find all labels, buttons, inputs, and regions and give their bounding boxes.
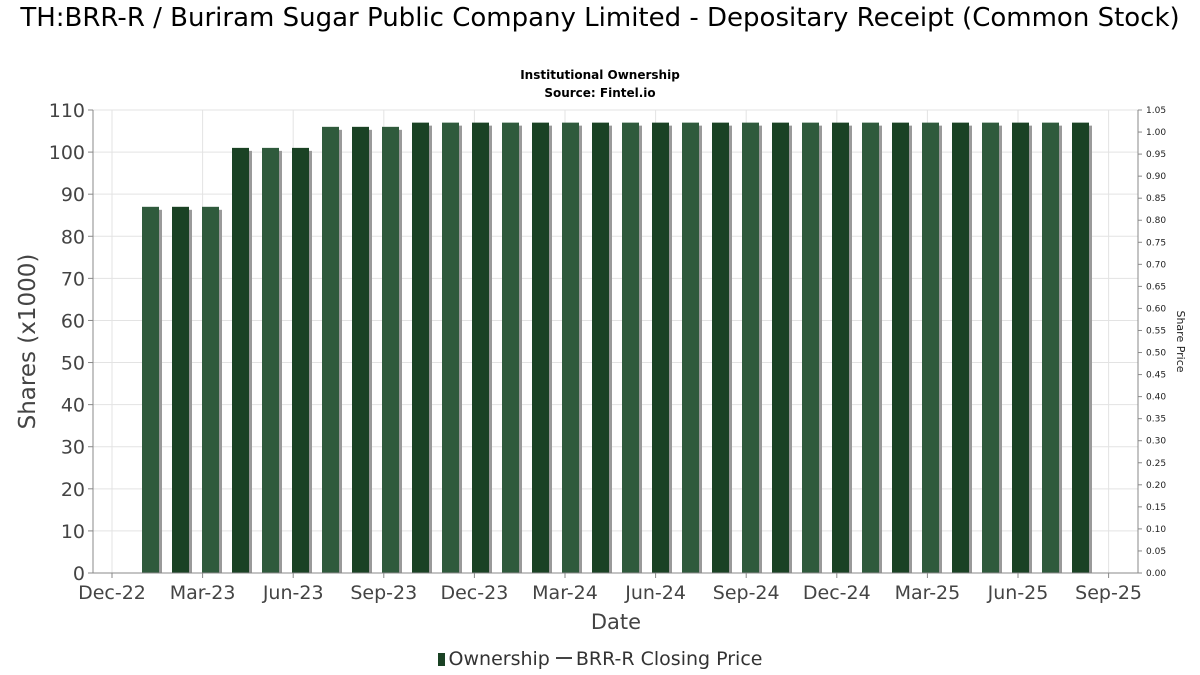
y2-tick-label: 0.35 (1146, 415, 1166, 425)
x-tick-label: Jun-23 (262, 582, 324, 604)
y2-tick-label: 1.00 (1146, 128, 1166, 138)
y2-tick-label: 0.60 (1146, 304, 1166, 314)
y-tick-label: 30 (61, 437, 85, 459)
ownership-bar (862, 122, 879, 574)
x-tick-label: Dec-23 (440, 582, 508, 604)
x-tick-label: Mar-24 (532, 582, 598, 604)
y2-tick-label: 0.00 (1146, 569, 1166, 579)
ownership-bar (922, 122, 939, 574)
y2-tick-label: 0.80 (1146, 216, 1166, 226)
y2-tick-label: 0.95 (1146, 150, 1166, 160)
x-tick-label: Mar-25 (895, 582, 961, 604)
ownership-bar (232, 147, 249, 573)
ownership-bar (562, 122, 579, 574)
y2-tick-label: 0.10 (1146, 525, 1166, 535)
ownership-bar (742, 122, 759, 574)
y-tick-label: 100 (49, 142, 85, 164)
x-axis-title: Date (591, 610, 641, 634)
chart-source: Source: Fintel.io (544, 86, 656, 100)
y-tick-label: 80 (61, 226, 85, 248)
legend-line-closing-price (555, 657, 572, 659)
ownership-bar (202, 206, 219, 574)
legend-label-ownership: Ownership (448, 648, 550, 670)
y-axis-title: Shares (x1000) (15, 254, 41, 430)
y2-tick-label: 0.55 (1146, 326, 1166, 336)
y2-tick-label: 0.50 (1146, 349, 1166, 359)
legend-label-closing-price: BRR-R Closing Price (575, 648, 763, 670)
ownership-bar (802, 122, 819, 574)
ownership-bar (532, 122, 549, 574)
x-tick-label: Mar-23 (170, 582, 236, 604)
y2-tick-label: 0.15 (1146, 503, 1166, 513)
y2-axis-title: Share Price (1174, 310, 1187, 372)
chart-title: TH:BRR-R / Buriram Sugar Public Company … (20, 3, 1180, 33)
y2-tick-label: 0.85 (1146, 194, 1166, 204)
x-tick-label: Sep-25 (1075, 582, 1142, 604)
x-tick-label: Jun-25 (987, 582, 1049, 604)
y-tick-label: 90 (61, 184, 85, 206)
ownership-bar (142, 206, 159, 574)
legend-item-ownership: Ownership (437, 648, 550, 670)
x-tick-label: Sep-24 (713, 582, 780, 604)
y2-tick-label: 0.30 (1146, 437, 1166, 447)
x-tick-label: Jun-24 (624, 582, 686, 604)
y2-tick-label: 1.05 (1146, 106, 1166, 116)
ownership-bar (472, 122, 489, 574)
ownership-bar (682, 122, 699, 574)
y-tick-label: 10 (61, 521, 85, 543)
legend-swatch-ownership (437, 653, 445, 666)
ownership-bar (982, 122, 999, 574)
y-tick-label: 20 (61, 479, 85, 501)
y2-tick-label: 0.20 (1146, 481, 1166, 491)
y2-tick-label: 0.40 (1146, 393, 1166, 403)
y-tick-label: 110 (49, 100, 85, 122)
ownership-bar (352, 126, 369, 573)
y2-tick-label: 0.45 (1146, 371, 1166, 381)
y-tick-label: 70 (61, 268, 85, 290)
ownership-bar (652, 122, 669, 574)
y2-tick-label: 0.25 (1146, 459, 1166, 469)
y-tick-label: 0 (73, 563, 85, 585)
y-tick-label: 50 (61, 353, 85, 375)
ownership-bar (952, 122, 969, 574)
ownership-bar (892, 122, 909, 574)
y2-tick-label: 0.65 (1146, 282, 1166, 292)
ownership-bar (322, 126, 339, 573)
x-tick-label: Dec-22 (78, 582, 146, 604)
chart-subtitle: Institutional Ownership (520, 68, 680, 82)
ownership-bar (412, 122, 429, 574)
y2-tick-label: 0.05 (1146, 547, 1166, 557)
ownership-bar (772, 122, 789, 574)
y-tick-label: 40 (61, 395, 85, 417)
legend-item-closing-price: BRR-R Closing Price (550, 648, 763, 670)
ownership-bar (292, 147, 309, 573)
y2-tick-label: 0.70 (1146, 260, 1166, 270)
ownership-bar (262, 147, 279, 573)
ownership-bar (712, 122, 729, 574)
ownership-bar (502, 122, 519, 574)
ownership-bar (172, 206, 189, 574)
y-tick-label: 60 (61, 310, 85, 332)
ownership-bar (1072, 122, 1089, 574)
x-tick-label: Sep-23 (350, 582, 417, 604)
y2-tick-label: 0.75 (1146, 238, 1166, 248)
ownership-bar (832, 122, 849, 574)
legend: Ownership BRR-R Closing Price (0, 648, 1200, 670)
x-tick-label: Dec-24 (803, 582, 871, 604)
y2-tick-label: 0.90 (1146, 172, 1166, 182)
ownership-bar (382, 126, 399, 573)
ownership-bar (1042, 122, 1059, 574)
ownership-bar (442, 122, 459, 574)
ownership-bar (1012, 122, 1029, 574)
ownership-bar (622, 122, 639, 574)
ownership-bar (592, 122, 609, 574)
